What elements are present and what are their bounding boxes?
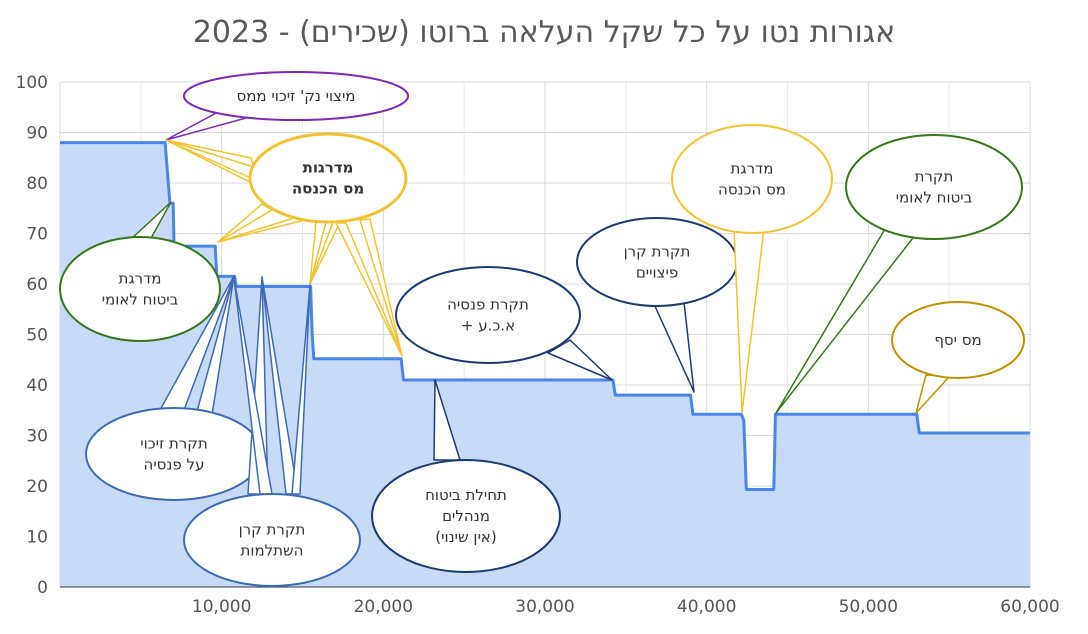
annotation-text: מס הכנסה bbox=[718, 181, 786, 199]
annotation-pointer bbox=[291, 284, 311, 495]
annotation-tax-credit-max: מיצוי נק' זיכוי ממס bbox=[165, 71, 409, 141]
annotation-pension-cap: תקרת פנסיה + א.כ.ע bbox=[395, 266, 613, 381]
annotation-income-tax-bracket-2: מדרגת מס הכנסה bbox=[671, 124, 833, 414]
y-tick-label: 40 bbox=[26, 376, 48, 396]
annotation-text: תקרת זיכוי bbox=[140, 435, 208, 453]
x-tick-label: 20,000 bbox=[354, 597, 413, 617]
annotation-managers-insurance: תחילת ביטוח מנהלים (אין שינוי) bbox=[371, 379, 561, 573]
y-tick-label: 80 bbox=[26, 174, 48, 194]
annotation-text: השתלמות bbox=[241, 542, 304, 560]
x-tick-label: 60,000 bbox=[1000, 597, 1059, 617]
x-tick-label: 10,000 bbox=[192, 597, 251, 617]
y-tick-label: 0 bbox=[37, 578, 48, 598]
annotation-text: תקרת bbox=[915, 168, 954, 186]
annotation-text: ביטוח לאומי bbox=[896, 189, 973, 207]
annotation-pointer bbox=[335, 222, 403, 357]
annotation-text: מדרגת bbox=[731, 160, 774, 178]
annotation-bubble bbox=[183, 493, 361, 587]
annotation-pointer bbox=[433, 379, 461, 461]
annotation-pointer bbox=[653, 301, 695, 393]
annotation-bubble bbox=[891, 301, 1025, 379]
y-tick-label: 20 bbox=[26, 477, 48, 497]
annotation-bubble bbox=[845, 134, 1023, 240]
annotation-bubble bbox=[671, 124, 833, 234]
annotation-text: מס יסף bbox=[934, 331, 981, 349]
annotation-text: תקרת קרן bbox=[239, 521, 306, 539]
annotation-text: מיצוי נק' זיכוי ממס bbox=[237, 87, 356, 105]
annotation-income-tax-brackets-1: מדרגות מס הכנסה bbox=[165, 132, 408, 357]
annotation-text: (אין שינוי) bbox=[435, 528, 496, 546]
annotation-bubble bbox=[59, 236, 221, 342]
annotation-bubble bbox=[371, 459, 561, 573]
annotation-text: מדרגת bbox=[119, 270, 162, 288]
annotation-text: ביטוח לאומי bbox=[102, 291, 179, 309]
y-tick-label: 30 bbox=[26, 427, 48, 447]
annotation-study-fund-cap: תקרת קרן השתלמות bbox=[183, 276, 361, 587]
annotation-surtax: מס יסף bbox=[891, 301, 1025, 414]
annotation-text: תחילת ביטוח bbox=[425, 486, 507, 504]
y-tick-label: 100 bbox=[16, 73, 48, 93]
annotation-pointer bbox=[165, 139, 255, 168]
annotation-ni-cap: תקרת ביטוח לאומי bbox=[775, 134, 1023, 414]
axes: 0 10 20 30 40 50 60 70 80 90 100 10,000 20,000 30,000… bbox=[16, 73, 1060, 617]
annotation-text: מדרגות bbox=[303, 159, 354, 177]
annotation-bubble bbox=[85, 407, 263, 501]
x-tick-label: 30,000 bbox=[515, 597, 574, 617]
annotation-text: פיצויים bbox=[636, 264, 678, 282]
annotation-severance-cap: תקרת קרן פיצויים bbox=[576, 217, 738, 393]
y-tick-label: 10 bbox=[26, 528, 48, 548]
annotation-bubble bbox=[183, 71, 409, 121]
annotation-text: על פנסיה bbox=[144, 456, 205, 474]
annotation-bubble bbox=[576, 217, 738, 307]
annotation-text: תקרת פנסיה bbox=[447, 296, 529, 314]
annotation-text: מנהלים bbox=[442, 507, 490, 525]
annotation-text: תקרת קרן bbox=[624, 243, 691, 261]
annotation-pointer bbox=[217, 215, 306, 243]
annotation-bubble bbox=[248, 132, 408, 224]
series-line bbox=[60, 141, 1030, 491]
annotation-text: מס הכנסה bbox=[292, 180, 364, 198]
annotations: מיצוי נק' זיכוי ממס מדרגות מס הכנסה מדרגת בי… bbox=[59, 71, 1025, 587]
annotation-bubble bbox=[395, 266, 581, 364]
y-tick-label: 70 bbox=[26, 225, 48, 245]
y-tick-label: 90 bbox=[26, 124, 48, 144]
x-tick-label: 40,000 bbox=[677, 597, 736, 617]
annotation-pension-credit-cap: תקרת זיכוי על פנסיה bbox=[85, 275, 263, 501]
series-area bbox=[60, 142, 1030, 587]
annotation-pointer bbox=[359, 218, 403, 357]
annotation-text: + א.כ.ע bbox=[461, 317, 515, 335]
annotation-pointer bbox=[217, 203, 273, 243]
y-tick-label: 60 bbox=[26, 275, 48, 295]
annotation-ni-brackets: מדרגת ביטוח לאומי bbox=[59, 201, 221, 342]
annotation-pointer bbox=[915, 374, 951, 414]
y-tick-label: 50 bbox=[26, 326, 48, 346]
x-tick-label: 50,000 bbox=[839, 597, 898, 617]
chart-title: אגורות נטו על כל שקל העלאה ברוטו (שכירים… bbox=[193, 15, 895, 50]
series-layer bbox=[60, 141, 1030, 587]
